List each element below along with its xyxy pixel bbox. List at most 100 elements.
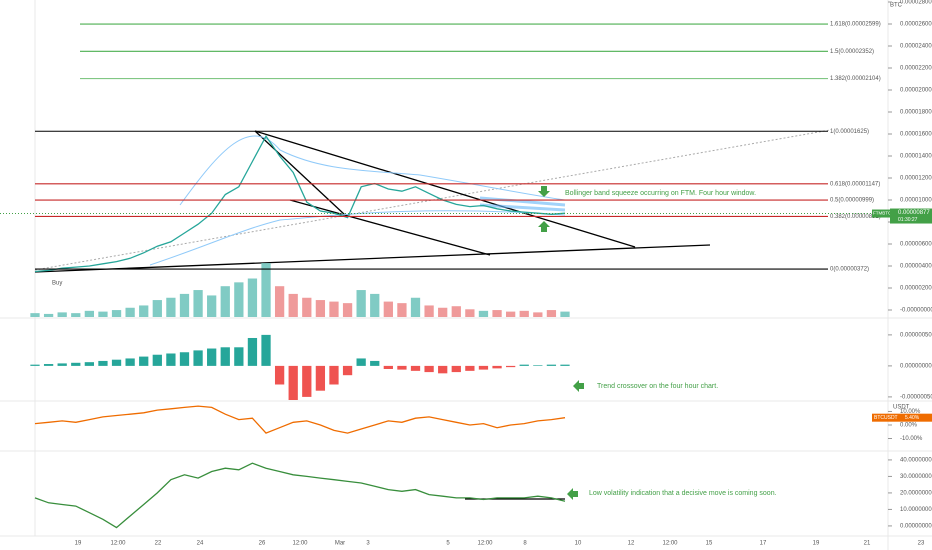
histogram-bar (57, 363, 67, 366)
histogram-bar (288, 365, 298, 400)
histogram-bar (98, 360, 108, 366)
histogram-bar (315, 365, 326, 391)
histogram-bar (492, 365, 502, 369)
histogram-bar (438, 365, 448, 374)
compare-value: 5.40% (905, 415, 920, 421)
y-tick-label: 0.00001200 (900, 176, 932, 182)
compare-symbol: BTCUSDT (874, 415, 898, 421)
x-tick-label: Mar (335, 541, 345, 547)
volume-bar (342, 303, 353, 317)
y-tick-label: 0.00000600 (900, 242, 932, 248)
volume-bar (383, 301, 393, 317)
line-series (34, 405, 566, 434)
buy-marker: Buy (52, 281, 62, 287)
x-tick-label: 15 (706, 541, 713, 547)
volume-bar (261, 263, 271, 317)
x-tick-label: 12:00 (110, 541, 126, 547)
fib-label: 0(0.00000372) (830, 267, 869, 273)
fib-label: 0.382(0.00000851) (830, 214, 881, 220)
y-tick-label: 0.00001600 (900, 132, 932, 138)
x-tick-label: 26 (259, 541, 266, 547)
volume-bar (302, 297, 312, 317)
x-tick-label: 12:00 (477, 541, 493, 547)
histogram-bar (424, 365, 434, 373)
x-tick-label: 22 (155, 541, 162, 547)
volume-bar (478, 310, 489, 317)
y-tick-label: 0.00001000 (900, 198, 932, 204)
y-tick-label: 10.00000000 (900, 507, 932, 513)
histogram-bar (207, 348, 217, 366)
y-tick-label: 0.00001800 (900, 110, 932, 116)
volume-bar (410, 297, 421, 317)
fib-label: 1.382(0.00002104) (830, 76, 881, 82)
volume-bar (43, 313, 54, 317)
x-tick-label: 8 (523, 541, 527, 547)
histogram-bar (451, 365, 461, 373)
symbol-tag (872, 209, 890, 218)
volume-bar (207, 295, 217, 317)
y-tick-label: 30.00000000 (900, 474, 932, 480)
volume-bar (166, 297, 176, 317)
arrows (538, 186, 584, 500)
volume-bar (234, 282, 244, 317)
y-tick-label: 0.00000000 (900, 363, 932, 369)
volume-bar (125, 307, 135, 317)
histogram-bar (478, 365, 489, 370)
volume-bar (57, 312, 67, 317)
x-tick-label: 10 (575, 541, 582, 547)
y-tick-label: 0.00002200 (900, 66, 932, 72)
y-tick-label: 0.00000050 (900, 332, 932, 338)
histogram-bar (519, 364, 529, 366)
histogram-bar (166, 353, 176, 366)
histogram-bar (111, 359, 122, 366)
annotation: Low volatility indication that a decisiv… (589, 490, 777, 497)
histogram-bar (43, 364, 54, 366)
volume-bar (71, 313, 81, 317)
histogram-bar (356, 358, 366, 366)
y-tick-label: -0.00000000 (900, 308, 932, 314)
last-price: 0.00000877 (898, 210, 930, 216)
volume-bar (220, 286, 230, 317)
histogram-bar (234, 347, 244, 366)
volume-bar (506, 311, 516, 317)
histogram-bar (220, 347, 230, 366)
y-tick-label: 0.00002000 (900, 88, 932, 94)
fib-label: 1(0.00001625) (830, 129, 869, 135)
y-tick-label: -0.00000050 (900, 394, 932, 400)
y-tick-label: 0.00002600 (900, 22, 932, 28)
x-tick-label: 17 (760, 541, 767, 547)
volume-bar (98, 311, 108, 317)
volume-bar (546, 310, 557, 317)
y-tick-label: 0.00000000 (900, 524, 932, 530)
y-tick-label: -10.00% (900, 436, 923, 442)
fib-label: 1.5(0.00002352) (830, 49, 874, 55)
x-tick-label: 3 (366, 541, 370, 547)
histogram-bar (560, 364, 570, 366)
volume-bar (315, 300, 326, 317)
histogram-bar (179, 352, 190, 366)
y-tick-label: 40.00000000 (900, 457, 932, 463)
volume-bar (329, 301, 339, 317)
x-tick-label: 12:00 (662, 541, 678, 547)
histogram-bar (465, 365, 475, 371)
histogram-bar (84, 362, 94, 366)
fib-label: 0.618(0.00001147) (830, 181, 880, 187)
volume-bar (438, 307, 448, 317)
x-tick-label: 5 (446, 541, 450, 547)
volume-bar (451, 306, 461, 317)
volume-bar (30, 313, 40, 317)
volume-bar (465, 309, 475, 317)
x-tick-label: 12 (628, 541, 635, 547)
y-tick-label: 20.00000000 (900, 491, 932, 497)
histogram-bar (274, 365, 285, 385)
histogram-bar (329, 365, 339, 385)
histogram-bar (383, 365, 393, 369)
y-tick-label: 10.00% (900, 409, 921, 415)
drawings (34, 129, 831, 500)
y-tick-label: 0.00002800 (900, 0, 932, 6)
x-tick-label: 19 (75, 541, 82, 547)
unit-label: BTC (890, 3, 903, 9)
line-series (34, 462, 566, 529)
y-tick-label: 0.00000200 (900, 286, 932, 292)
